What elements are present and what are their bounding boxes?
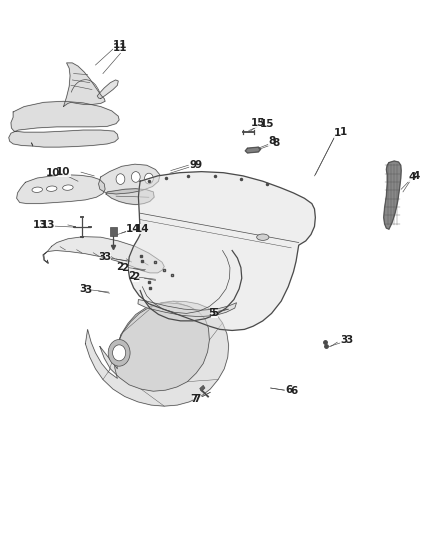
Text: 3: 3 — [345, 335, 353, 345]
Text: 14: 14 — [126, 224, 141, 234]
Polygon shape — [9, 101, 119, 147]
Polygon shape — [245, 147, 261, 153]
Ellipse shape — [46, 186, 57, 191]
Text: 3: 3 — [340, 335, 347, 345]
Polygon shape — [128, 172, 315, 330]
Text: 11: 11 — [113, 43, 128, 53]
Text: 5: 5 — [208, 309, 215, 318]
Text: 5: 5 — [211, 309, 218, 318]
Text: 2: 2 — [132, 272, 139, 282]
Polygon shape — [64, 63, 105, 107]
Text: 13: 13 — [33, 220, 47, 230]
Text: 15: 15 — [260, 119, 274, 128]
Text: 1: 1 — [339, 127, 347, 137]
Polygon shape — [106, 189, 154, 205]
Polygon shape — [138, 300, 237, 317]
Polygon shape — [200, 385, 205, 391]
Text: 10: 10 — [56, 167, 71, 177]
Polygon shape — [97, 80, 118, 99]
Text: 4: 4 — [408, 172, 415, 182]
Polygon shape — [384, 161, 401, 229]
Text: 9: 9 — [189, 160, 196, 170]
Circle shape — [113, 345, 126, 361]
Text: 2: 2 — [121, 263, 128, 272]
Text: 8: 8 — [268, 136, 275, 146]
Circle shape — [116, 174, 125, 184]
Text: 3: 3 — [84, 285, 91, 295]
Text: 8: 8 — [272, 138, 280, 148]
Text: 14: 14 — [135, 224, 149, 234]
Circle shape — [131, 172, 140, 182]
Text: 3: 3 — [99, 252, 106, 262]
Ellipse shape — [63, 185, 73, 190]
Text: 2: 2 — [127, 271, 135, 281]
Polygon shape — [43, 237, 164, 273]
Circle shape — [108, 340, 130, 366]
Polygon shape — [99, 164, 160, 194]
Polygon shape — [17, 175, 105, 204]
Ellipse shape — [32, 187, 42, 192]
Text: 2: 2 — [116, 262, 124, 271]
Text: 6: 6 — [286, 385, 293, 395]
Text: 7: 7 — [194, 394, 201, 403]
Ellipse shape — [257, 234, 269, 240]
Polygon shape — [110, 227, 117, 236]
Polygon shape — [100, 303, 209, 391]
Text: 9: 9 — [195, 160, 202, 170]
Polygon shape — [85, 301, 229, 406]
Text: 10: 10 — [46, 168, 60, 178]
Circle shape — [145, 173, 153, 184]
Text: 3: 3 — [79, 284, 87, 294]
Text: 13: 13 — [41, 220, 56, 230]
Text: 11: 11 — [113, 40, 128, 50]
Text: 15: 15 — [251, 118, 266, 127]
Text: 6: 6 — [290, 386, 297, 395]
Text: 7: 7 — [191, 394, 198, 403]
Text: 3: 3 — [104, 252, 111, 262]
Text: 1: 1 — [334, 128, 341, 138]
Text: 4: 4 — [413, 171, 420, 181]
